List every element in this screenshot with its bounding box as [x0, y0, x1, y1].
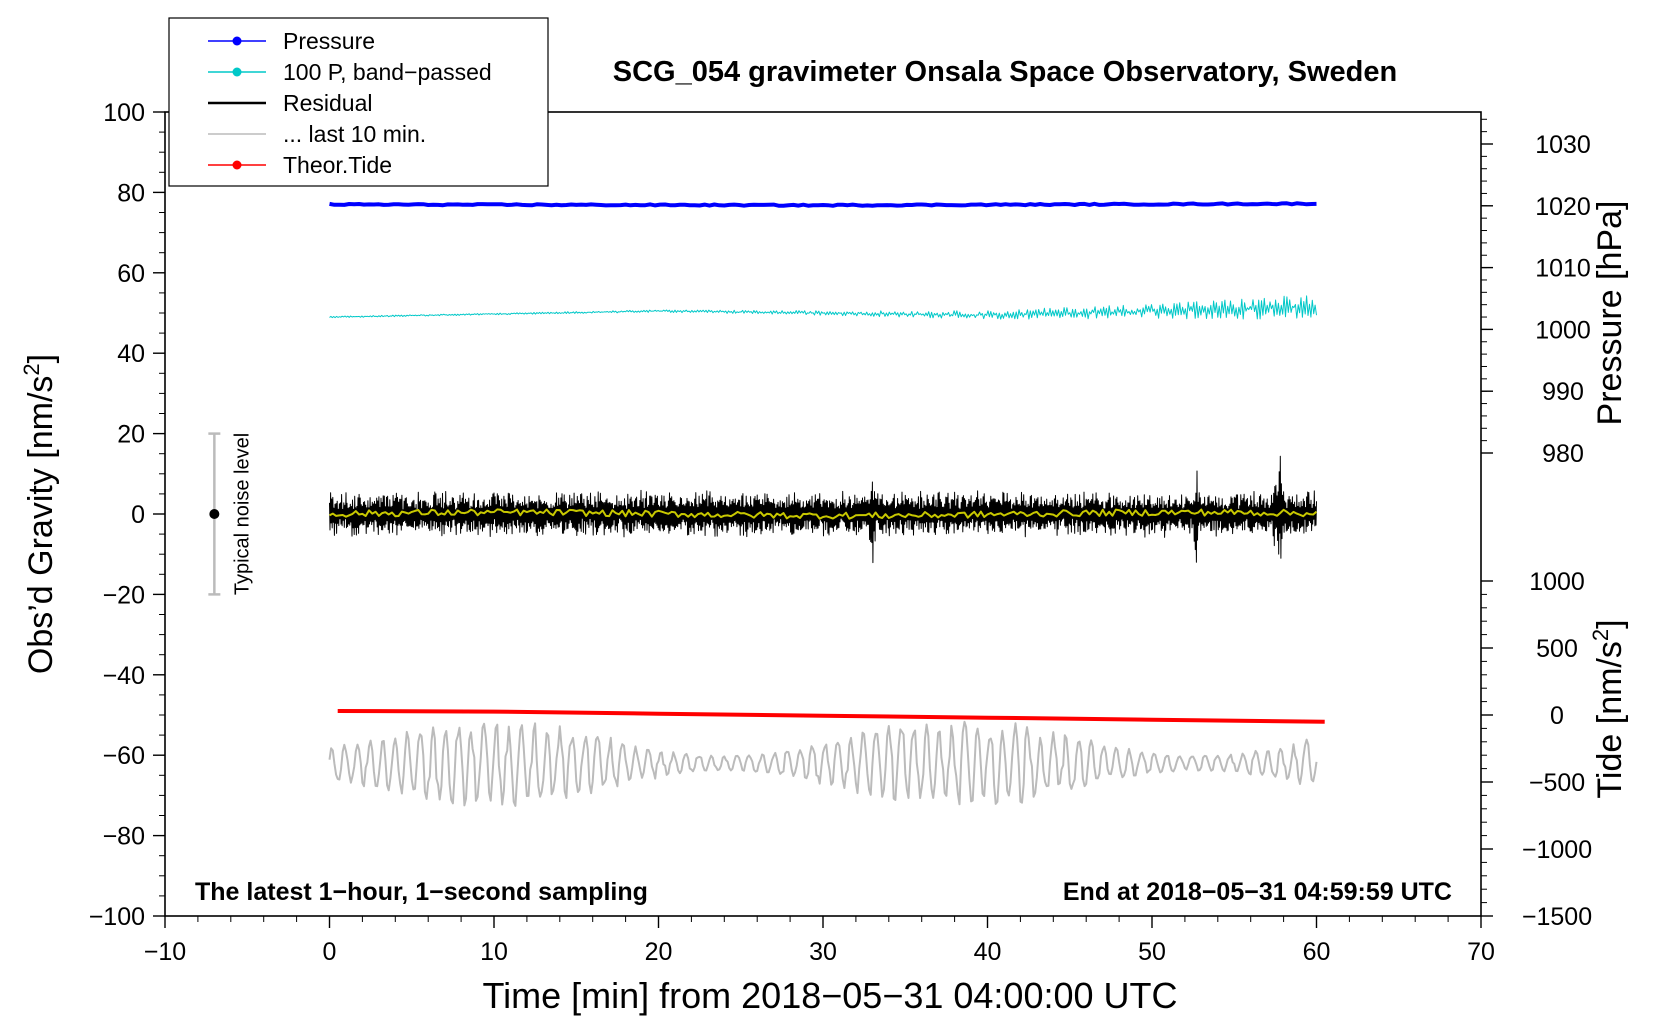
x-axis-label: Time [min] from 2018−05−31 04:00:00 UTC [482, 975, 1177, 1016]
y-tick-label: 80 [117, 179, 145, 207]
tide-tick-label: −1500 [1522, 903, 1592, 931]
plot-frame [164, 111, 1482, 917]
y-axis-label-tide: Tide [nm/s2] [1588, 619, 1629, 798]
y-tick-label: 20 [117, 421, 145, 449]
tide-tick-label: 0 [1550, 702, 1564, 730]
legend-marker [232, 67, 242, 77]
legend-label: ... last 10 min. [283, 121, 426, 147]
x-tick-label: 0 [323, 938, 337, 966]
pressure-tick-label: 1010 [1535, 255, 1591, 283]
y-tick-label: −20 [103, 581, 145, 609]
x-tick-label: 50 [1138, 938, 1166, 966]
tide-tick-label: −500 [1529, 769, 1585, 797]
y-tick-label: 60 [117, 260, 145, 288]
pressure-tick-label: 1020 [1535, 193, 1591, 221]
legend-marker [232, 160, 242, 170]
y-tick-label: 100 [103, 99, 145, 127]
x-tick-label: 70 [1467, 938, 1495, 966]
pressure-tick-label: 980 [1542, 440, 1584, 468]
series-residual-smoothed [329, 508, 1318, 520]
pressure-tick-label: 1000 [1535, 316, 1591, 344]
x-tick-label: 40 [974, 938, 1002, 966]
x-tick-label: 30 [809, 938, 837, 966]
legend-label: Pressure [283, 28, 375, 54]
y-tick-label: −40 [103, 662, 145, 690]
noise-bar-center-dot [209, 509, 220, 519]
axis-ticks: −10 0 10 20 30 40 50 60 70100806040200−20−40−60−… [89, 99, 1592, 966]
tide-tick-label: 1000 [1529, 568, 1585, 596]
tide-tick-label: −1000 [1522, 836, 1592, 864]
x-tick-label: 10 [480, 938, 508, 966]
noise-level-indicator: Typical noise level [208, 432, 253, 596]
y-tick-label: −100 [89, 903, 145, 931]
y-axis-label-pressure: Pressure [hPa] [1591, 201, 1629, 426]
annotation-sampling: The latest 1−hour, 1−second sampling [195, 878, 648, 906]
legend-label: Residual [283, 90, 373, 116]
y-tick-label: −80 [103, 823, 145, 851]
tide-tick-label: 500 [1536, 635, 1578, 663]
legend: Pressure 100 P, band−passed Residual ... la… [168, 17, 549, 187]
y-tick-label: −60 [103, 742, 145, 770]
legend-marker [232, 36, 242, 46]
annotation-end-time: End at 2018−05−31 04:59:59 UTC [1063, 878, 1452, 906]
series-theoretical-tide [337, 709, 1325, 724]
series-pressure-bandpassed [329, 295, 1317, 320]
legend-label: 100 P, band−passed [283, 59, 492, 85]
series-residual [329, 455, 1317, 564]
series-group [328, 201, 1325, 807]
y-tick-label: 0 [131, 501, 145, 529]
x-tick-label: 20 [645, 938, 673, 966]
legend-label: Theor.Tide [283, 152, 392, 178]
noise-bar-label: Typical noise level [231, 433, 253, 595]
x-tick-label: −10 [144, 938, 186, 966]
series-pressure [329, 201, 1317, 208]
x-tick-label: 60 [1303, 938, 1331, 966]
y-tick-label: 40 [117, 340, 145, 368]
pressure-tick-label: 990 [1542, 378, 1584, 406]
pressure-tick-label: 1030 [1535, 131, 1591, 159]
chart-title: SCG_054 gravimeter Onsala Space Observat… [613, 56, 1397, 88]
y-axis-label-left: Obs’d Gravity [nm/s2] [19, 354, 60, 674]
series-last-10-min [328, 720, 1318, 807]
